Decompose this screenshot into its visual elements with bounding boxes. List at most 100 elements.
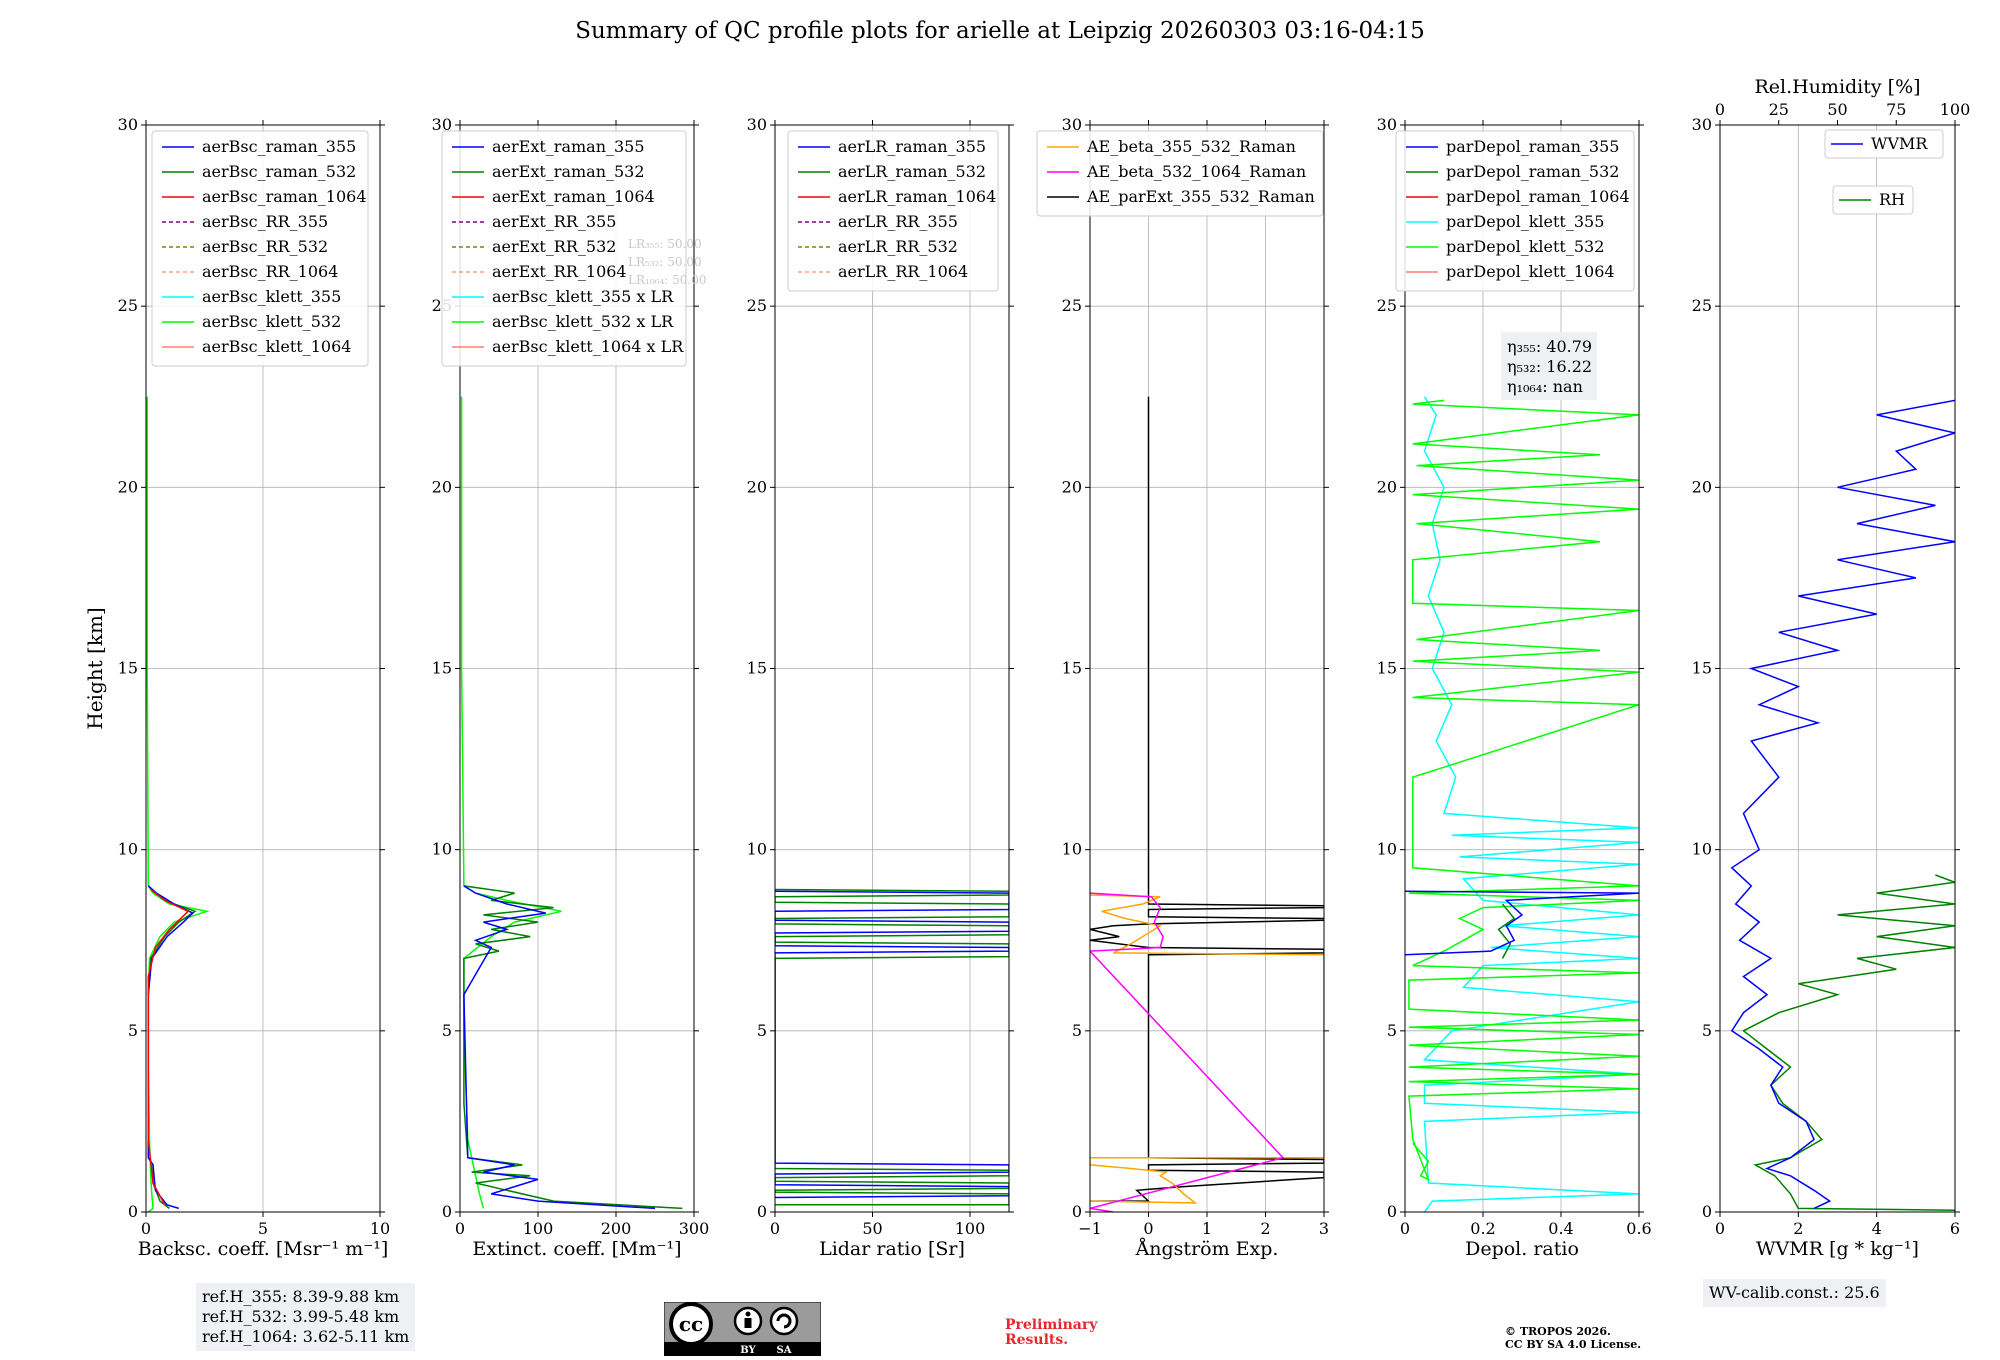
x-tick-label: 50 <box>862 1219 882 1238</box>
refbox-line-532: ref.H_532: 3.99-5.48 km <box>202 1307 400 1326</box>
x-tick-label: 100 <box>955 1219 986 1238</box>
legend-entry-label: aerBsc_klett_355 x LR <box>492 287 674 306</box>
y-tick-label: 30 <box>1062 115 1082 134</box>
y-tick-label: 0 <box>442 1202 452 1221</box>
legend-entry-label: aerLR_raman_532 <box>838 162 986 181</box>
legend-entry-label: aerBsc_RR_532 <box>202 237 328 256</box>
y-tick-label: 0 <box>1072 1202 1082 1221</box>
y-tick-label: 20 <box>747 477 767 496</box>
series-line <box>463 885 683 1210</box>
legend-entry-label: AE_beta_355_532_Raman <box>1086 137 1296 156</box>
x-tick-label: 0 <box>1400 1219 1410 1238</box>
legend-entry-label: RH <box>1879 190 1905 209</box>
x-tick-label: 2 <box>1793 1219 1803 1238</box>
x-tick-label: 1 <box>1202 1219 1212 1238</box>
y-tick-label: 5 <box>1702 1021 1712 1040</box>
legend-entry-label: aerExt_RR_1064 <box>492 262 627 281</box>
y-tick-label: 10 <box>747 840 767 859</box>
x-axis-label: Backsc. coeff. [Msr⁻¹ m⁻¹] <box>138 1238 389 1260</box>
prelim-line-2: Results. <box>1005 1332 1069 1348</box>
y-tick-label: 25 <box>1377 296 1397 315</box>
x-tick-label: 0 <box>770 1219 780 1238</box>
series-line <box>775 890 1009 1199</box>
top-x-tick-label: 25 <box>1769 100 1789 119</box>
cc-logo-text: cc <box>679 1312 703 1336</box>
y-tick-label: 30 <box>1692 115 1712 134</box>
series-line <box>1422 396 1639 1212</box>
y-axis-label: Height [km] <box>83 607 107 729</box>
legend-entry-label: aerBsc_raman_355 <box>202 137 356 156</box>
y-tick-label: 25 <box>747 296 767 315</box>
series-group <box>1405 396 1639 1212</box>
eta-label: η₅₃₂: 16.22 <box>1507 357 1592 376</box>
y-tick-label: 15 <box>1377 659 1397 678</box>
x-tick-label: 0 <box>141 1219 151 1238</box>
series-line <box>1742 874 1955 1211</box>
series-line <box>1497 903 1516 959</box>
legend-entry-label: aerBsc_klett_1064 x LR <box>492 337 684 356</box>
sa-icon <box>769 1306 799 1336</box>
y-tick-label: 10 <box>1062 840 1082 859</box>
legend-entry-label: parDepol_raman_1064 <box>1446 187 1630 206</box>
y-tick-label: 15 <box>747 659 767 678</box>
y-tick-label: 5 <box>757 1021 767 1040</box>
copyright-line-2: CC BY SA 4.0 License. <box>1505 1338 1642 1351</box>
y-tick-label: 0 <box>1702 1202 1712 1221</box>
series-line <box>775 888 1009 1206</box>
series-line <box>147 885 197 1209</box>
y-tick-label: 15 <box>1062 659 1082 678</box>
legend-entry-label: aerLR_raman_1064 <box>838 187 996 206</box>
eta-box <box>1501 332 1597 400</box>
series-line <box>1090 892 1285 1212</box>
legend-entry-label: parDepol_klett_1064 <box>1446 262 1615 281</box>
lr-note: LR₁₀₆₄: 50.00 <box>628 273 706 287</box>
x-tick-label: 0.6 <box>1626 1219 1651 1238</box>
x-tick-label: 200 <box>601 1219 632 1238</box>
legend-entry-label: parDepol_raman_355 <box>1446 137 1619 156</box>
x-tick-label: 6 <box>1950 1219 1960 1238</box>
legend-box <box>1036 130 1324 217</box>
refbox-line-1064: ref.H_1064: 3.62-5.11 km <box>202 1327 410 1346</box>
x-axis-label: Ångström Exp. <box>1135 1238 1279 1260</box>
legend-entry-label: aerBsc_klett_1064 <box>202 337 351 356</box>
x-tick-label: 300 <box>679 1219 710 1238</box>
x-axis-label: Depol. ratio <box>1465 1238 1579 1260</box>
x-tick-label: 0.4 <box>1548 1219 1573 1238</box>
series-group <box>460 396 683 1210</box>
series-group <box>775 888 1009 1206</box>
legend-entry-label: aerExt_raman_1064 <box>492 187 655 206</box>
x-tick-label: 100 <box>523 1219 554 1238</box>
y-tick-label: 0 <box>1387 1202 1397 1221</box>
y-tick-label: 20 <box>1377 477 1397 496</box>
legend-entry-label: parDepol_klett_532 <box>1446 237 1604 256</box>
y-tick-label: 20 <box>432 477 452 496</box>
y-tick-label: 30 <box>1377 115 1397 134</box>
figure-title: Summary of QC profile plots for arielle … <box>575 18 1425 44</box>
y-tick-label: 10 <box>118 840 138 859</box>
legend-entry-label: AE_beta_532_1064_Raman <box>1086 162 1306 181</box>
y-tick-label: 10 <box>1377 840 1397 859</box>
top-x-axis-label: Rel.Humidity [%] <box>1754 76 1920 98</box>
x-tick-label: 5 <box>258 1219 268 1238</box>
series-line <box>147 885 195 1210</box>
legend-entry-label: aerBsc_klett_532 <box>202 312 341 331</box>
y-tick-label: 25 <box>118 296 138 315</box>
copyright-note: © TROPOS 2026. CC BY SA 4.0 License. <box>1505 1325 1641 1351</box>
legend-box <box>787 130 999 292</box>
top-x-tick-label: 100 <box>1940 100 1971 119</box>
cc-by-label: BY <box>740 1345 756 1356</box>
legend-entry-label: aerBsc_raman_1064 <box>202 187 367 206</box>
legend-entry-label: parDepol_klett_355 <box>1446 212 1604 231</box>
y-tick-label: 0 <box>757 1202 767 1221</box>
series-group <box>1730 399 1955 1211</box>
series-line <box>147 888 190 1206</box>
y-tick-label: 25 <box>1062 296 1082 315</box>
series-group <box>146 396 210 1212</box>
y-tick-label: 15 <box>1692 659 1712 678</box>
legend-entry-label: WVMR <box>1871 134 1928 153</box>
series-line <box>460 396 562 1209</box>
legend-entry-label: aerLR_raman_355 <box>838 137 986 156</box>
legend-entry-label: aerBsc_klett_355 <box>202 287 341 306</box>
legend-entry-label: aerLR_RR_532 <box>838 237 958 256</box>
